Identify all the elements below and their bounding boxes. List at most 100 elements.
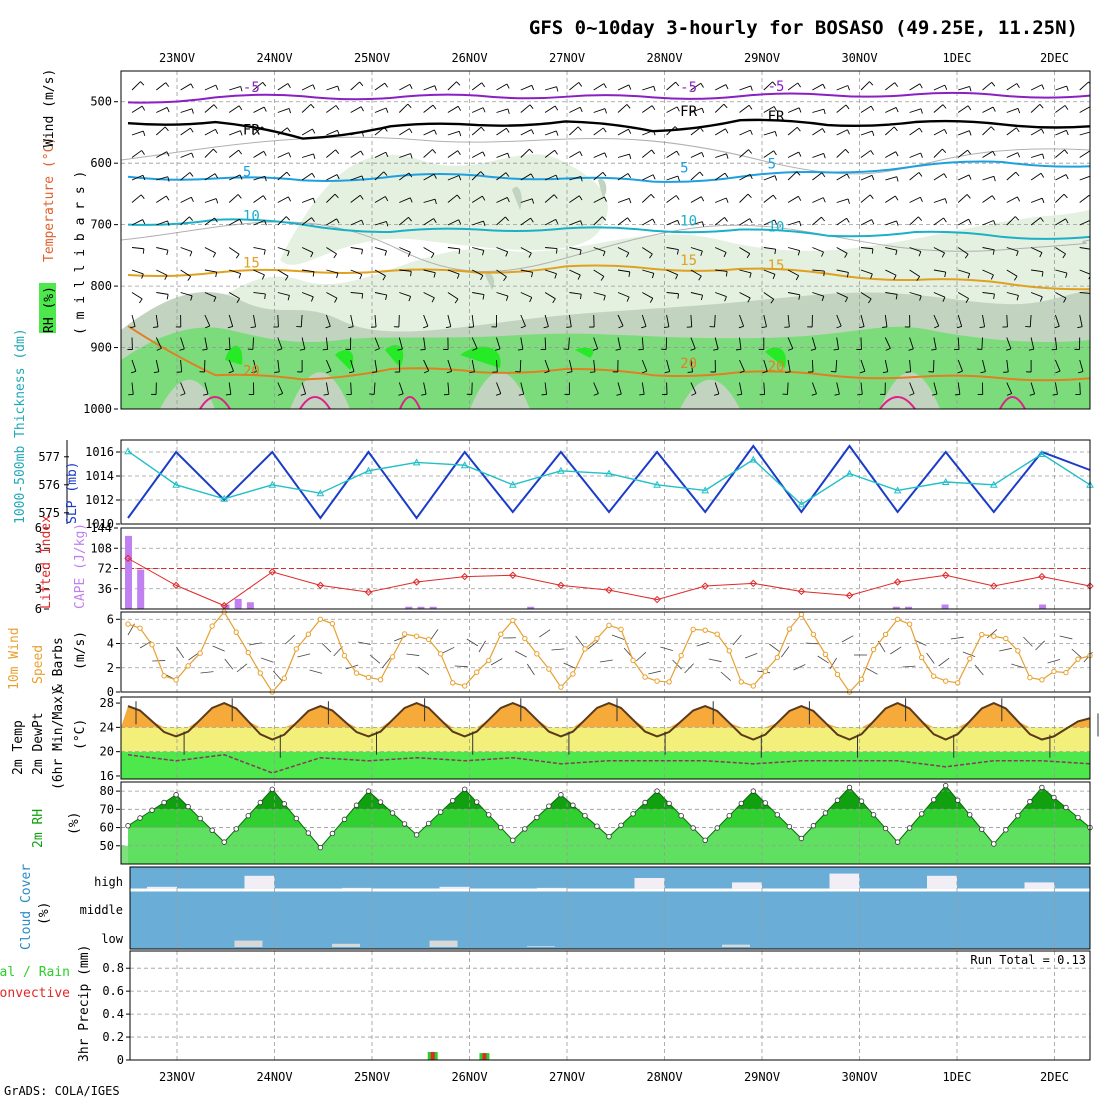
wind-barb-flag xyxy=(285,216,291,221)
wind-barb-staff xyxy=(520,217,531,226)
cloud-bar-high xyxy=(147,886,177,889)
rh2m-marker xyxy=(894,839,901,845)
wind10m-ylabel: 10m Wind xyxy=(7,627,22,690)
wind-barb-staff xyxy=(350,292,363,294)
wind-barb xyxy=(253,292,266,299)
wind-barb-flag xyxy=(239,130,243,136)
wind-barb-flag xyxy=(639,393,645,396)
wind-barb-staff xyxy=(1006,196,1018,203)
wind-barb xyxy=(131,150,145,158)
wind-barb-staff xyxy=(1055,174,1067,181)
wind10m-marker xyxy=(666,679,672,685)
wind-barb-flag xyxy=(337,130,340,136)
wind-barb xyxy=(639,382,645,396)
wind-barb-staff xyxy=(787,126,798,136)
wind-barb-staff xyxy=(204,84,217,91)
rh-contour-1 xyxy=(121,136,1090,175)
wind-barb xyxy=(399,269,412,277)
wind-barb xyxy=(812,108,826,115)
wind-barb-flag xyxy=(979,326,985,328)
wind-barb-staff xyxy=(180,196,192,203)
wind-barb-staff xyxy=(204,337,208,350)
rh-shading xyxy=(121,136,1090,409)
wind-barb-staff xyxy=(544,359,550,372)
wind-barb-staff xyxy=(156,82,167,91)
wind10m-marker xyxy=(365,674,372,681)
wind-barb-staff xyxy=(933,148,943,158)
wind-barb-flag xyxy=(796,127,801,132)
wind-barb xyxy=(394,359,401,373)
wind-barb-staff xyxy=(496,108,509,113)
wind-barb-staff xyxy=(423,314,429,327)
wind-barb xyxy=(713,337,719,351)
wind-barb-flag xyxy=(361,175,364,181)
wind-barb-staff xyxy=(690,196,702,203)
wind-barb-flag xyxy=(142,248,145,254)
wind-barb-staff xyxy=(763,359,768,372)
rh2m-marker xyxy=(341,816,348,823)
wind-barb xyxy=(496,197,510,203)
wind-barb xyxy=(156,151,170,158)
wind-barb xyxy=(666,150,680,158)
wind-barb-staff xyxy=(131,292,143,300)
wind10m-marker xyxy=(762,668,769,675)
wind-barb xyxy=(302,269,315,277)
wind-barb xyxy=(957,149,971,158)
wind-barb-staff xyxy=(617,292,630,298)
wind-barb-staff xyxy=(1006,83,1018,91)
cloud-bar-high xyxy=(1024,882,1055,889)
wind-barb-flag xyxy=(530,217,534,223)
wind-barb-flag xyxy=(167,176,170,182)
date-label-top: 23NOV xyxy=(159,51,195,65)
rh2m-marker xyxy=(293,815,300,822)
wind-barb xyxy=(787,82,801,91)
temp2m-ylabel-minmax: (6hr Min/Max) xyxy=(51,688,66,790)
wind-barb xyxy=(690,247,703,256)
cloud-level-high: high xyxy=(94,875,123,889)
wind-barb xyxy=(423,218,437,226)
wind-barb xyxy=(253,220,267,226)
wind-barb-staff xyxy=(374,269,386,277)
wind-barb-flag xyxy=(772,274,776,280)
axis-tick-label: 900 xyxy=(90,341,112,355)
wind-barb-flag xyxy=(190,295,193,301)
wind-barb-staff xyxy=(350,219,362,226)
wind-barb xyxy=(544,86,559,92)
wind-barb-flag xyxy=(968,218,972,224)
wind-barb-staff xyxy=(860,174,873,181)
wind-barb xyxy=(812,292,825,302)
date-label-top: 24NOV xyxy=(256,51,292,65)
wind-barb xyxy=(447,292,459,304)
wind-barb-flag xyxy=(942,104,947,109)
rh2m-marker xyxy=(305,830,312,836)
wind-barb xyxy=(933,247,945,258)
wind-barb-flag xyxy=(432,104,437,110)
date-label-top: 27NOV xyxy=(549,51,585,65)
wind-barb-staff xyxy=(155,337,162,349)
rh2m-marker xyxy=(918,811,925,817)
wind-barb-staff xyxy=(447,175,460,181)
wind-barb-staff xyxy=(666,106,678,113)
wind-barb xyxy=(982,106,996,113)
wind-barb-flag xyxy=(869,81,874,86)
wind10m-marker xyxy=(293,646,300,652)
wind-barb-staff xyxy=(666,292,679,295)
wind-barb-staff xyxy=(301,153,314,158)
wind-barb-staff xyxy=(544,337,547,350)
wind-barb-staff xyxy=(350,131,363,136)
wind-barb-flag xyxy=(1029,393,1035,396)
wind-barb-staff xyxy=(374,314,377,327)
wind-barb-flag xyxy=(844,297,848,303)
wind-barb-staff xyxy=(957,194,968,203)
wind-barb-flag xyxy=(628,84,632,90)
wind-barb-staff xyxy=(739,269,752,274)
wind10m-barb xyxy=(684,663,694,674)
wind-barb-flag xyxy=(1017,152,1021,158)
wind10m-marker xyxy=(510,617,516,624)
rh2m-marker xyxy=(137,815,143,821)
wind-barb-flag xyxy=(965,298,969,303)
wind-barb xyxy=(933,314,940,329)
wind-barb xyxy=(666,219,680,226)
wind-barb xyxy=(544,269,557,279)
